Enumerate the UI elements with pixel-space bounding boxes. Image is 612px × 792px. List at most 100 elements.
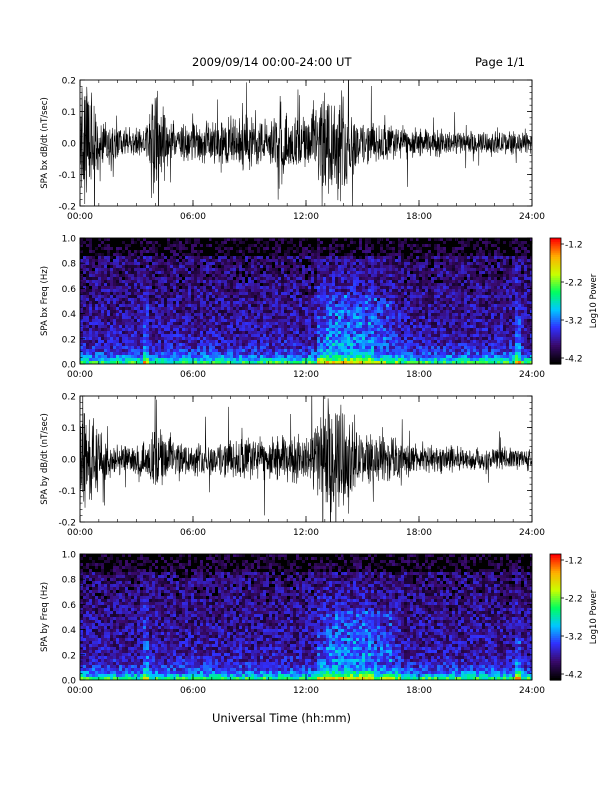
spectrogram-cell — [449, 271, 452, 274]
spectrogram-cell — [374, 292, 377, 295]
spectrogram-cell — [152, 247, 155, 250]
spectrogram-cell — [410, 325, 413, 328]
spectrogram-cell — [125, 322, 128, 325]
spectrogram-cell — [272, 307, 275, 310]
spectrogram-cell — [248, 334, 251, 337]
spectrogram-cell — [293, 301, 296, 304]
spectrogram-cell — [392, 250, 395, 253]
spectrogram-cell — [434, 277, 437, 280]
spectrogram-cell — [449, 283, 452, 286]
spectrogram-cell — [398, 343, 401, 346]
spectrogram-cell — [206, 313, 209, 316]
spectrogram-cell — [137, 274, 140, 277]
spectrogram-cell — [236, 256, 239, 259]
spectrogram-cell — [299, 313, 302, 316]
spectrogram-cell — [296, 343, 299, 346]
spectrogram-cell — [161, 349, 164, 352]
spectrogram-cell — [443, 265, 446, 268]
spectrogram-cell — [299, 277, 302, 280]
spectrogram-cell — [158, 295, 161, 298]
spectrogram-cell — [113, 328, 116, 331]
spectrogram-cell — [140, 256, 143, 259]
spectrogram-cell — [371, 280, 374, 283]
spectrogram-cell — [257, 361, 260, 364]
spectrogram-cell — [215, 298, 218, 301]
spectrogram-cell — [167, 340, 170, 343]
spectrogram-cell — [335, 250, 338, 253]
spectrogram-cell — [125, 280, 128, 283]
spectrogram-cell — [347, 310, 350, 313]
spectrogram-cell — [284, 295, 287, 298]
spectrogram-cell — [260, 358, 263, 361]
spectrogram-cell — [113, 334, 116, 337]
spectrogram-cell — [86, 319, 89, 322]
spectrogram-cell — [134, 322, 137, 325]
spectrogram-cell — [101, 253, 104, 256]
spectrogram-cell — [434, 346, 437, 349]
spectrogram-cell — [251, 355, 254, 358]
spectrogram-cell — [92, 283, 95, 286]
spectrogram-cell — [329, 322, 332, 325]
spectrogram-cell — [368, 289, 371, 292]
spectrogram-cell — [149, 313, 152, 316]
spectrogram-cell — [149, 298, 152, 301]
spectrogram-cell — [356, 247, 359, 250]
spectrogram-cell — [185, 316, 188, 319]
spectrogram-cell — [311, 319, 314, 322]
spectrogram-cell — [326, 247, 329, 250]
spectrogram-cell — [275, 343, 278, 346]
spectrogram-cell — [122, 334, 125, 337]
spectrogram-cell — [302, 328, 305, 331]
spectrogram-cell — [248, 295, 251, 298]
spectrogram-cell — [392, 253, 395, 256]
spectrogram-cell — [260, 277, 263, 280]
spectrogram-cell — [101, 352, 104, 355]
spectrogram-cell — [380, 283, 383, 286]
spectrogram-cell — [416, 250, 419, 253]
spectrogram-cell — [392, 271, 395, 274]
spectrogram-cell — [425, 313, 428, 316]
spectrogram-cell — [254, 271, 257, 274]
spectrogram-cell — [137, 238, 140, 241]
spectrogram-cell — [167, 337, 170, 340]
spectrogram-cell — [353, 355, 356, 358]
spectrogram-cell — [131, 352, 134, 355]
spectrogram-cell — [332, 283, 335, 286]
spectrogram-cell — [266, 304, 269, 307]
spectrogram-cell — [125, 259, 128, 262]
spectrogram-cell — [182, 295, 185, 298]
spectrogram-cell — [242, 361, 245, 364]
spectrogram-cell — [293, 277, 296, 280]
spectrogram-cell — [404, 295, 407, 298]
spectrogram-cell — [341, 310, 344, 313]
spectrogram-cell — [431, 352, 434, 355]
spectrogram-cell — [284, 274, 287, 277]
spectrogram-cell — [350, 250, 353, 253]
spectrogram-cell — [392, 295, 395, 298]
spectrogram-cell — [89, 238, 92, 241]
spectrogram-cell — [398, 310, 401, 313]
spectrogram-cell — [395, 325, 398, 328]
spectrogram-cell — [86, 256, 89, 259]
spectrogram-cell — [350, 319, 353, 322]
spectrogram-cell — [407, 337, 410, 340]
spectrogram-cell — [371, 334, 374, 337]
spectrogram-cell — [104, 265, 107, 268]
spectrogram-cell — [104, 247, 107, 250]
spectrogram-cell — [446, 325, 449, 328]
spectrogram-cell — [278, 247, 281, 250]
spectrogram-cell — [200, 244, 203, 247]
spectrogram-cell — [365, 343, 368, 346]
spectrogram-cell — [428, 262, 431, 265]
spectrogram-cell — [257, 328, 260, 331]
spectrogram-cell — [374, 337, 377, 340]
spectrogram-cell — [134, 334, 137, 337]
spectrogram-cell — [314, 310, 317, 313]
spectrogram-cell — [341, 316, 344, 319]
spectrogram-cell — [149, 361, 152, 364]
spectrogram-cell — [110, 334, 113, 337]
spectrogram-cell — [311, 253, 314, 256]
spectrogram-cell — [260, 313, 263, 316]
spectrogram-cell — [131, 304, 134, 307]
spectrogram-cell — [155, 247, 158, 250]
